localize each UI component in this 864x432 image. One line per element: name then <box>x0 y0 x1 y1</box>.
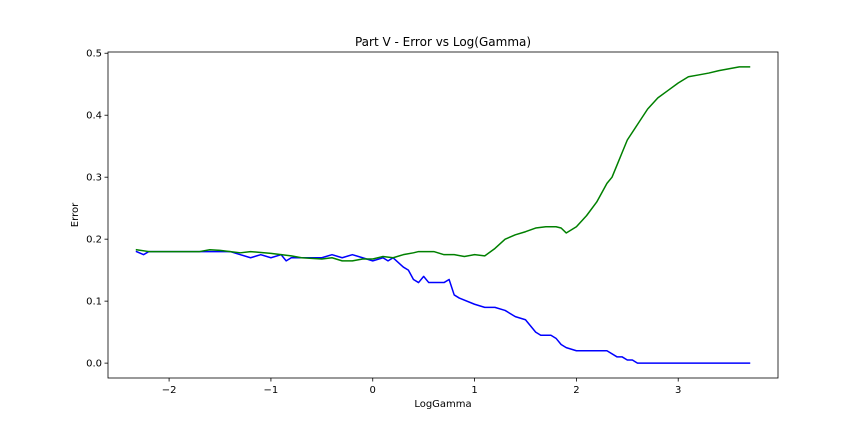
x-tick-label-2: 0 <box>370 385 376 396</box>
chart-title: Part V - Error vs Log(Gamma) <box>355 35 531 49</box>
y-tick-label-1: 0.1 <box>86 297 102 308</box>
series-line-2 <box>135 66 751 262</box>
x-tick-label-1: −1 <box>264 385 279 396</box>
x-tick-label-0: −2 <box>162 385 177 396</box>
y-axis-label: Error <box>70 202 81 227</box>
x-tick-label-4: 2 <box>573 385 579 396</box>
x-tick-label-3: 1 <box>471 385 477 396</box>
y-tick-label-5: 0.5 <box>86 49 102 60</box>
y-tick-label-3: 0.3 <box>86 173 102 184</box>
x-tick-label-5: 3 <box>675 385 681 396</box>
series-line-1 <box>135 250 751 364</box>
axes-frame <box>107 51 779 379</box>
y-tick-label-0: 0.0 <box>86 359 102 370</box>
y-tick-label-4: 0.4 <box>86 111 102 122</box>
x-axis-label: LogGamma <box>414 399 471 410</box>
y-tick-label-2: 0.2 <box>86 235 102 246</box>
plot-area: −2 −1 0 1 2 3 0.0 0.1 0.2 0.3 0.4 0.5 <box>86 49 779 396</box>
